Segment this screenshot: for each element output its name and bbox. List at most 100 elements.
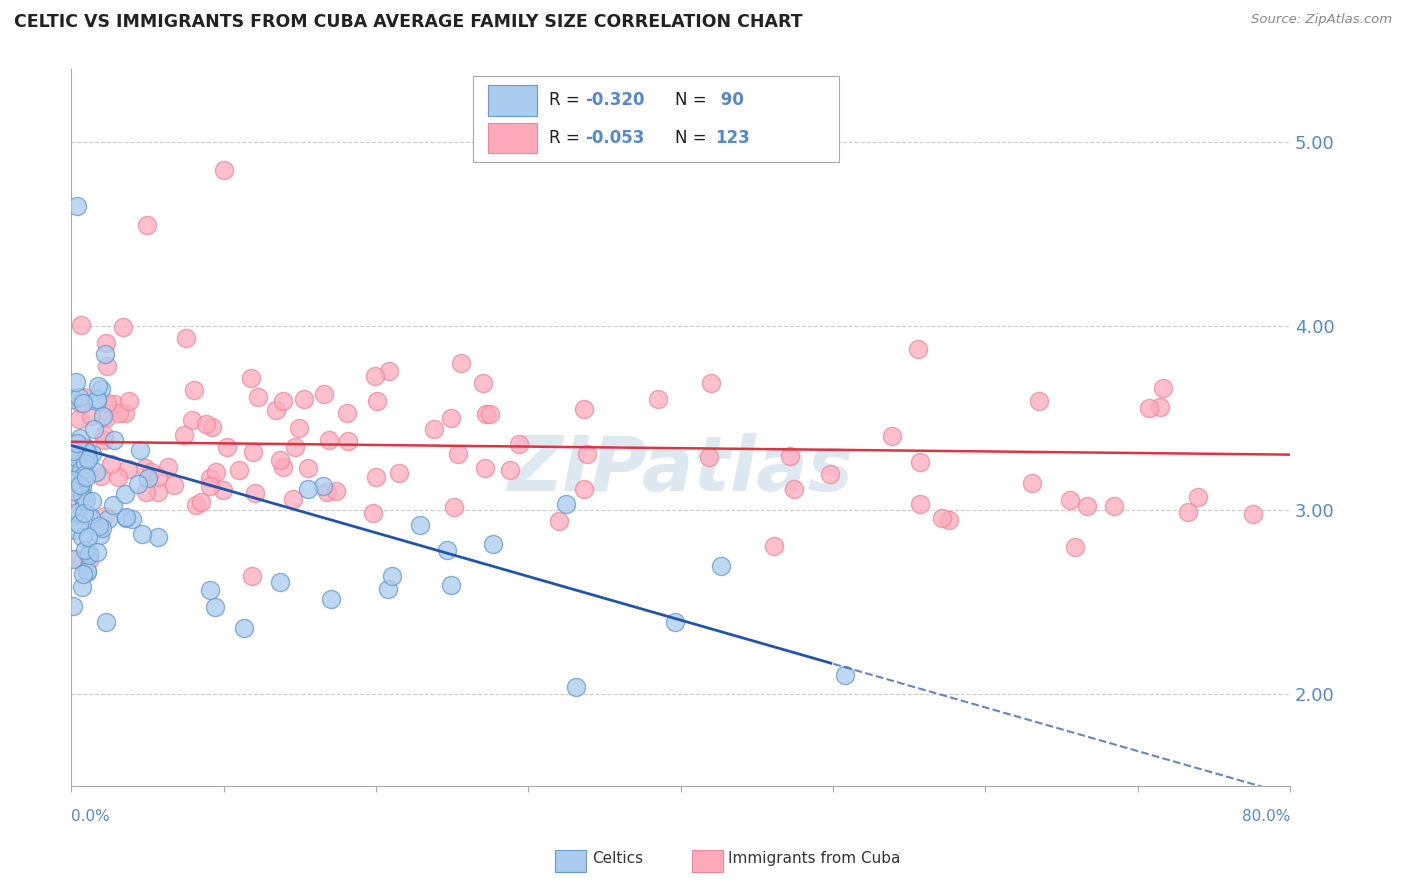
Point (664, 615, 686, 629)
Point (499, 463, 522, 477)
Point (121, 511, 143, 525)
Point (96, 359, 118, 374)
Point (77, 546, 100, 560)
Point (163, 478, 186, 492)
Point (479, 407, 502, 421)
Point (100, 458, 122, 472)
Point (364, 470, 387, 484)
Point (269, 453, 291, 467)
Point (107, 470, 129, 484)
Point (62, 392, 84, 407)
Point (87, 378, 110, 392)
Point (548, 514, 571, 528)
Point (69, 483, 91, 497)
Text: ZIPatlas: ZIPatlas (508, 434, 853, 507)
Point (75, 492, 97, 507)
Point (228, 462, 250, 476)
Point (73, 441, 96, 455)
Point (292, 392, 315, 406)
Point (80, 409, 103, 424)
Point (336, 406, 359, 420)
Point (205, 466, 228, 480)
Point (195, 417, 218, 431)
Point (1063, 540, 1085, 554)
Point (108, 406, 131, 420)
Point (198, 479, 221, 493)
Point (508, 436, 530, 450)
Point (77, 508, 100, 522)
Text: R =: R = (550, 91, 585, 109)
Point (288, 421, 311, 435)
Point (471, 376, 494, 391)
Point (62, 599, 84, 614)
Point (325, 484, 347, 499)
Point (69, 478, 91, 492)
Point (97, 511, 120, 525)
Point (907, 342, 929, 356)
Point (181, 413, 204, 427)
Point (336, 434, 359, 448)
Point (66, 464, 89, 478)
Point (443, 500, 465, 514)
Text: -0.053: -0.053 (586, 128, 645, 146)
Point (436, 543, 458, 558)
Point (103, 397, 125, 411)
Point (938, 513, 960, 527)
Point (239, 371, 262, 385)
Point (82, 447, 104, 461)
Point (103, 433, 125, 447)
Point (69, 318, 91, 332)
Point (318, 433, 340, 447)
Point (70, 530, 93, 544)
Point (474, 461, 496, 475)
Point (62, 443, 84, 458)
Point (62, 508, 84, 523)
Point (834, 668, 856, 682)
Text: 0.0%: 0.0% (72, 809, 110, 824)
Point (65, 442, 87, 456)
FancyBboxPatch shape (488, 122, 537, 153)
Point (269, 575, 291, 590)
Point (281, 491, 304, 506)
Point (240, 569, 263, 583)
Point (127, 477, 149, 491)
Point (319, 592, 342, 607)
Point (440, 410, 463, 425)
Text: CELTIC VS IMMIGRANTS FROM CUBA AVERAGE FAMILY SIZE CORRELATION CHART: CELTIC VS IMMIGRANTS FROM CUBA AVERAGE F… (14, 13, 803, 31)
Point (73, 506, 96, 520)
Text: N =: N = (675, 128, 711, 146)
Point (647, 392, 669, 407)
Point (67, 412, 90, 426)
Point (576, 447, 599, 461)
FancyBboxPatch shape (474, 76, 839, 161)
Point (91, 521, 114, 535)
Point (200, 583, 222, 598)
Point (73, 390, 96, 404)
Point (83, 422, 105, 436)
Point (297, 461, 319, 475)
Point (157, 459, 180, 474)
Point (201, 419, 224, 434)
Point (93, 347, 115, 361)
Point (62, 473, 84, 487)
Point (77, 452, 100, 467)
Point (475, 407, 498, 421)
Point (423, 422, 446, 436)
Point (75, 457, 97, 471)
Point (284, 440, 307, 454)
Point (173, 427, 195, 442)
Point (72, 395, 94, 409)
Point (555, 497, 578, 511)
Point (204, 600, 226, 615)
Text: Celtics: Celtics (592, 851, 643, 865)
Text: 90: 90 (714, 91, 744, 109)
Point (136, 471, 159, 485)
Point (1059, 492, 1081, 507)
Point (73, 543, 96, 558)
Point (312, 479, 335, 493)
Point (66, 435, 89, 450)
Point (377, 582, 399, 596)
Point (86, 392, 108, 406)
Point (94, 335, 117, 350)
Point (73, 468, 96, 483)
